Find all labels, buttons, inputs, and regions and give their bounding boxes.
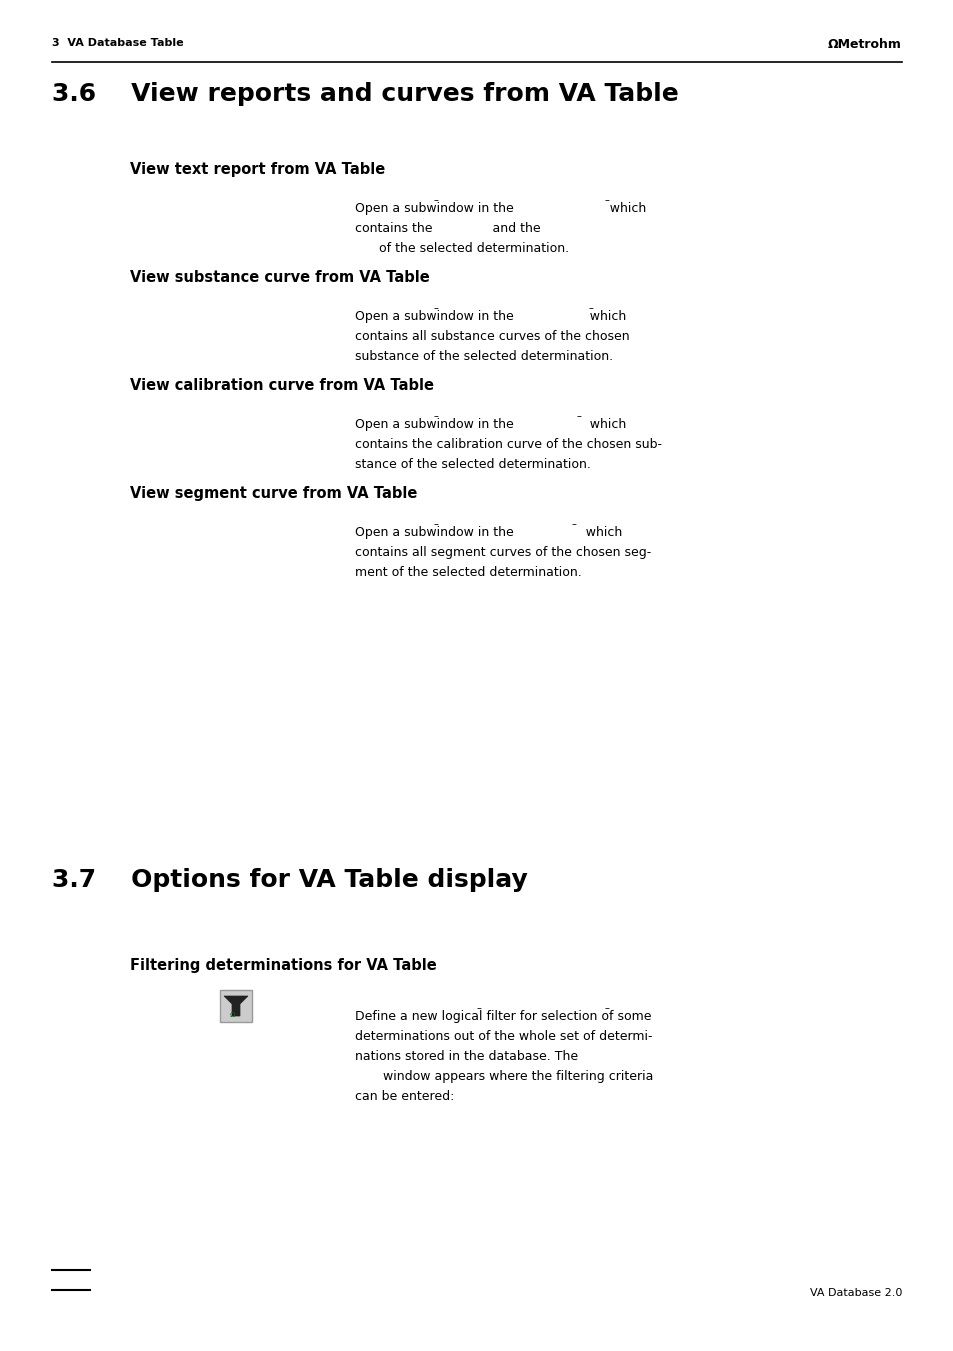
Text: contains all substance curves of the chosen: contains all substance curves of the cho… bbox=[355, 330, 629, 343]
Text: contains the calibration curve of the chosen sub-: contains the calibration curve of the ch… bbox=[355, 438, 661, 451]
Text: –: – bbox=[604, 1002, 609, 1013]
Text: –: – bbox=[588, 303, 594, 313]
Text: Open a subwindow in the                   which: Open a subwindow in the which bbox=[355, 309, 625, 323]
Text: VA Database 2.0: VA Database 2.0 bbox=[809, 1288, 901, 1298]
Text: Ω: Ω bbox=[230, 1012, 235, 1019]
Text: of the selected determination.: of the selected determination. bbox=[355, 242, 569, 255]
Text: ΩMetrohm: ΩMetrohm bbox=[827, 38, 901, 51]
Text: –: – bbox=[434, 303, 438, 313]
Text: determinations out of the whole set of determi-: determinations out of the whole set of d… bbox=[355, 1029, 652, 1043]
Text: stance of the selected determination.: stance of the selected determination. bbox=[355, 458, 590, 471]
Text: 3.6    View reports and curves from VA Table: 3.6 View reports and curves from VA Tabl… bbox=[52, 82, 678, 105]
Text: contains the               and the: contains the and the bbox=[355, 222, 540, 235]
Text: nations stored in the database. The: nations stored in the database. The bbox=[355, 1050, 578, 1063]
Polygon shape bbox=[224, 996, 248, 1016]
Text: –: – bbox=[476, 1002, 481, 1013]
Text: –: – bbox=[434, 519, 438, 530]
Text: View segment curve from VA Table: View segment curve from VA Table bbox=[130, 486, 417, 501]
Text: –: – bbox=[434, 195, 438, 205]
Text: Open a subwindow in the                  which: Open a subwindow in the which bbox=[355, 526, 621, 539]
Text: 3.7    Options for VA Table display: 3.7 Options for VA Table display bbox=[52, 867, 527, 892]
Text: Filtering determinations for VA Table: Filtering determinations for VA Table bbox=[130, 958, 436, 973]
Text: View substance curve from VA Table: View substance curve from VA Table bbox=[130, 270, 429, 285]
Text: Define a new logical filter for selection of some: Define a new logical filter for selectio… bbox=[355, 1011, 651, 1023]
Bar bbox=[220, 990, 252, 1021]
Text: View calibration curve from VA Table: View calibration curve from VA Table bbox=[130, 378, 434, 393]
Text: –: – bbox=[434, 411, 438, 422]
Text: –: – bbox=[604, 195, 609, 205]
Text: –: – bbox=[577, 411, 581, 422]
Text: Open a subwindow in the                        which: Open a subwindow in the which bbox=[355, 203, 645, 215]
Text: –: – bbox=[572, 519, 577, 530]
Text: window appears where the filtering criteria: window appears where the filtering crite… bbox=[355, 1070, 653, 1084]
Text: Open a subwindow in the                   which: Open a subwindow in the which bbox=[355, 417, 625, 431]
Text: contains all segment curves of the chosen seg-: contains all segment curves of the chose… bbox=[355, 546, 651, 559]
Text: substance of the selected determination.: substance of the selected determination. bbox=[355, 350, 613, 363]
Text: can be entered:: can be entered: bbox=[355, 1090, 454, 1102]
Text: View text report from VA Table: View text report from VA Table bbox=[130, 162, 385, 177]
Text: ment of the selected determination.: ment of the selected determination. bbox=[355, 566, 581, 580]
Text: 3  VA Database Table: 3 VA Database Table bbox=[52, 38, 183, 49]
